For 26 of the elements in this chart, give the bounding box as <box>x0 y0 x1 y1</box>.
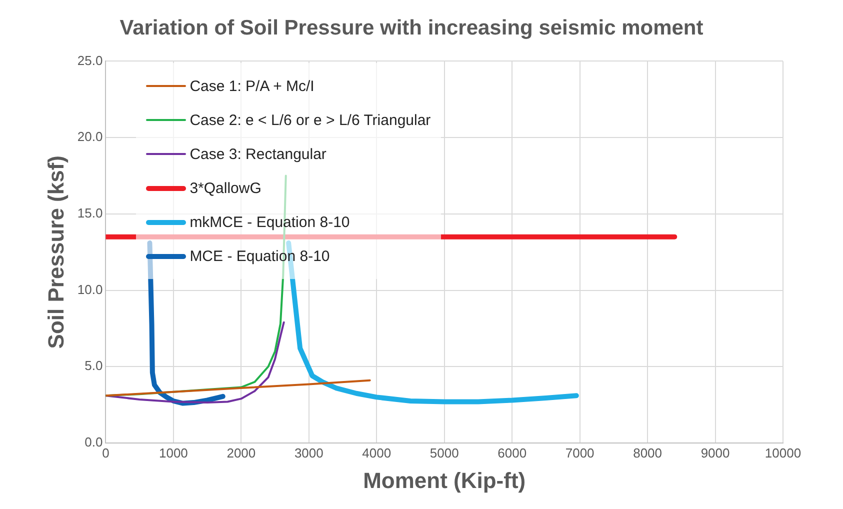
y-tick-label: 5.0 <box>84 358 103 374</box>
x-tick-label: 2000 <box>226 445 256 460</box>
y-tick-label: 10.0 <box>77 282 103 297</box>
x-tick-label: 6000 <box>498 445 527 460</box>
legend-label: 3*QallowG <box>190 180 262 197</box>
y-tick-label: 0.0 <box>84 434 103 450</box>
x-tick-label: 10000 <box>764 445 802 460</box>
legend-label: MCE - Equation 8-10 <box>190 248 330 265</box>
y-tick-label: 20.0 <box>77 129 103 144</box>
legend-label: Case 3: Rectangular <box>190 146 326 163</box>
y-tick-label: 25.0 <box>77 52 103 68</box>
x-axis-title: Moment (Kip-ft) <box>363 468 526 493</box>
x-tick-label: 1000 <box>158 445 188 460</box>
x-tick-label: 4000 <box>362 445 392 460</box>
y-tick-label: 15.0 <box>77 206 103 220</box>
x-tick-label: 7000 <box>565 445 594 460</box>
x-tick-label: 9000 <box>700 445 730 460</box>
y-axis-title: Soil Pressure (ksf) <box>43 156 68 349</box>
legend-label: Case 2: e < L/6 or e > L/6 Triangular <box>190 112 431 129</box>
x-tick-label: 0 <box>102 445 110 460</box>
chart-title: Variation of Soil Pressure with increasing seismic moment <box>120 16 704 40</box>
x-tick-label: 3000 <box>294 445 324 460</box>
x-tick-label: 8000 <box>633 445 662 460</box>
legend-label: mkMCE - Equation 8-10 <box>190 214 350 231</box>
x-tick-label: 5000 <box>430 445 459 460</box>
legend-label: Case 1: P/A + Mc/I <box>190 78 314 95</box>
